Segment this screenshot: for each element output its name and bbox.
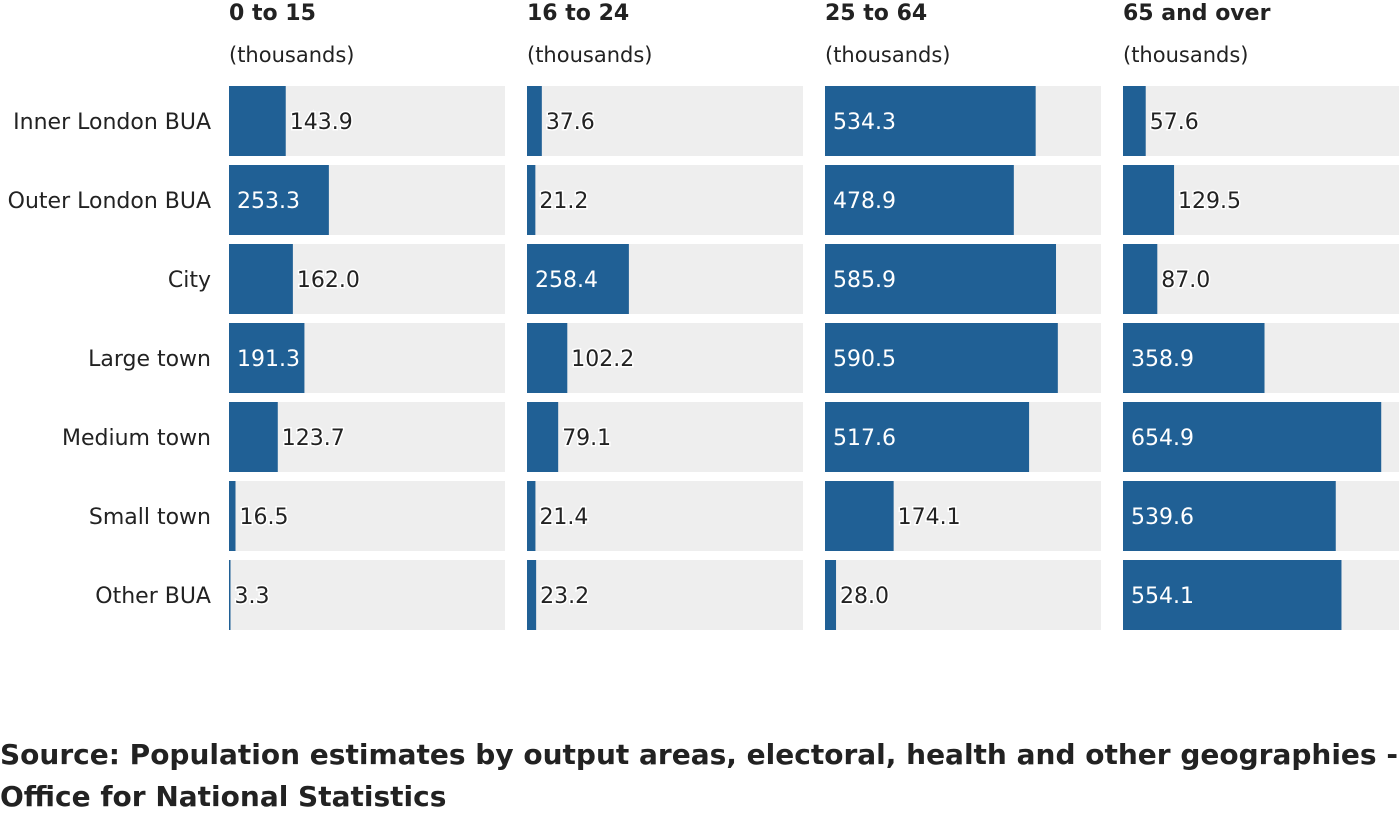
bar bbox=[825, 481, 894, 551]
bar bbox=[527, 402, 559, 472]
bar-track bbox=[1123, 86, 1399, 156]
data-label: 57.6 bbox=[1150, 110, 1199, 135]
category-label: Other BUA bbox=[95, 584, 211, 609]
panel-unit-label: (thousands) bbox=[527, 43, 652, 67]
bar-track bbox=[229, 481, 505, 551]
category-label: Large town bbox=[88, 347, 211, 372]
data-label: 87.0 bbox=[1161, 268, 1210, 293]
small-multiple-bar-chart: Inner London BUA Outer London BUA City Larg… bbox=[8, 1, 1399, 630]
bar bbox=[229, 481, 236, 551]
source-note: Source: Population estimates by output a… bbox=[0, 738, 1398, 813]
data-label: 539.6 bbox=[1131, 505, 1194, 530]
category-label: Outer London BUA bbox=[8, 189, 211, 214]
bar-track bbox=[527, 481, 803, 551]
bar bbox=[825, 323, 1058, 393]
bar bbox=[825, 244, 1057, 314]
data-label: 16.5 bbox=[240, 505, 289, 530]
bar bbox=[229, 165, 329, 235]
data-label: 129.5 bbox=[1178, 189, 1241, 214]
bar bbox=[1123, 323, 1265, 393]
data-label: 37.6 bbox=[546, 110, 595, 135]
data-label: 23.2 bbox=[540, 584, 589, 609]
bar-track bbox=[825, 560, 1101, 630]
data-label: 28.0 bbox=[840, 584, 889, 609]
category-label: Inner London BUA bbox=[13, 110, 211, 135]
bar bbox=[1123, 402, 1382, 472]
bar-track bbox=[527, 402, 803, 472]
bar bbox=[527, 244, 629, 314]
data-label: 358.9 bbox=[1131, 347, 1194, 372]
data-label: 162.0 bbox=[297, 268, 360, 293]
panel: 16 to 24 (thousands) 37.6 21.2 258.4 102.2 79.… bbox=[527, 1, 803, 630]
data-label: 478.9 bbox=[833, 189, 896, 214]
bar-track bbox=[527, 86, 803, 156]
data-label: 534.3 bbox=[833, 110, 896, 135]
panel-title: 16 to 24 bbox=[527, 1, 629, 26]
category-label: City bbox=[168, 268, 211, 293]
bar bbox=[229, 86, 286, 156]
panel-title: 0 to 15 bbox=[229, 1, 316, 26]
panel: 65 and over (thousands) 57.6 129.5 87.0 358.9… bbox=[1123, 1, 1399, 630]
bar bbox=[527, 86, 542, 156]
data-label: 123.7 bbox=[282, 426, 345, 451]
panel: 25 to 64 (thousands) 534.3 478.9 585.9 590.5 5… bbox=[825, 1, 1101, 630]
bar-track bbox=[1123, 244, 1399, 314]
category-label: Medium town bbox=[62, 426, 211, 451]
panel-unit-label: (thousands) bbox=[825, 43, 950, 67]
data-label: 143.9 bbox=[290, 110, 353, 135]
bar-track bbox=[527, 323, 803, 393]
bar-track bbox=[527, 165, 803, 235]
bar bbox=[527, 165, 536, 235]
data-label: 3.3 bbox=[235, 584, 270, 609]
data-label: 79.1 bbox=[562, 426, 611, 451]
panel-unit-label: (thousands) bbox=[1123, 43, 1248, 67]
bar bbox=[1123, 244, 1158, 314]
bar bbox=[1123, 165, 1175, 235]
data-label: 21.4 bbox=[539, 505, 588, 530]
bar bbox=[229, 560, 231, 630]
panel: 0 to 15 (thousands) 143.9 253.3 162.0 191.3 12… bbox=[229, 1, 505, 630]
panels: 0 to 15 (thousands) 143.9 253.3 162.0 191.3 12… bbox=[229, 1, 1399, 630]
data-label: 590.5 bbox=[833, 347, 896, 372]
bar bbox=[527, 323, 568, 393]
bar bbox=[229, 244, 293, 314]
panel-unit-label: (thousands) bbox=[229, 43, 354, 67]
data-label: 654.9 bbox=[1131, 426, 1194, 451]
data-label: 517.6 bbox=[833, 426, 896, 451]
data-label: 21.2 bbox=[539, 189, 588, 214]
bar bbox=[1123, 560, 1342, 630]
data-label: 191.3 bbox=[237, 347, 300, 372]
data-label: 258.4 bbox=[535, 268, 598, 293]
bar bbox=[825, 402, 1030, 472]
data-label: 585.9 bbox=[833, 268, 896, 293]
bar bbox=[825, 560, 837, 630]
data-label: 102.2 bbox=[571, 347, 634, 372]
panel-title: 25 to 64 bbox=[825, 1, 927, 26]
bar bbox=[229, 402, 278, 472]
row-labels: Inner London BUA Outer London BUA City Larg… bbox=[8, 110, 211, 609]
data-label: 253.3 bbox=[237, 189, 300, 214]
bar-track bbox=[229, 560, 505, 630]
bar bbox=[1123, 86, 1146, 156]
bar bbox=[825, 165, 1014, 235]
panel-title: 65 and over bbox=[1123, 1, 1271, 26]
bar bbox=[527, 560, 537, 630]
bar bbox=[1123, 481, 1336, 551]
data-label: 174.1 bbox=[898, 505, 961, 530]
bar bbox=[527, 481, 536, 551]
bar bbox=[825, 86, 1036, 156]
category-label: Small town bbox=[89, 505, 211, 530]
bar bbox=[229, 323, 305, 393]
bar-track bbox=[527, 560, 803, 630]
data-label: 554.1 bbox=[1131, 584, 1194, 609]
